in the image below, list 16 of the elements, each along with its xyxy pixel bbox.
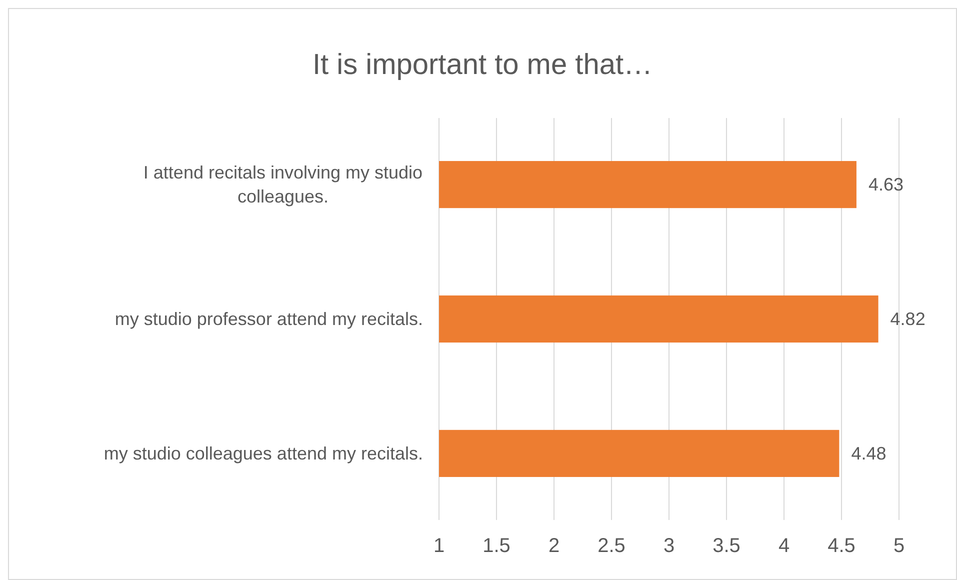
x-tick-label: 1.5 — [482, 535, 510, 557]
x-tick-label: 3.5 — [712, 535, 740, 557]
data-label: 4.48 — [851, 443, 886, 464]
chart-title: It is important to me that… — [312, 49, 653, 81]
x-tick-label: 5 — [893, 535, 905, 557]
y-tick-label: my studio colleagues attend my recitals. — [104, 443, 423, 464]
y-tick-label: my studio professor attend my recitals. — [114, 309, 423, 329]
y-tick-label: I attend recitals involving my studio colleagues. — [143, 162, 423, 207]
x-tick-label: 2 — [548, 535, 560, 557]
x-tick-label: 3 — [663, 535, 675, 557]
x-tick-label: 1 — [433, 535, 445, 557]
data-label: 4.82 — [890, 309, 926, 329]
data-label: 4.63 — [868, 174, 904, 195]
x-tick-label: 2.5 — [598, 535, 626, 557]
x-tick-label: 4.5 — [828, 535, 856, 557]
x-tick-label: 4 — [778, 535, 790, 557]
